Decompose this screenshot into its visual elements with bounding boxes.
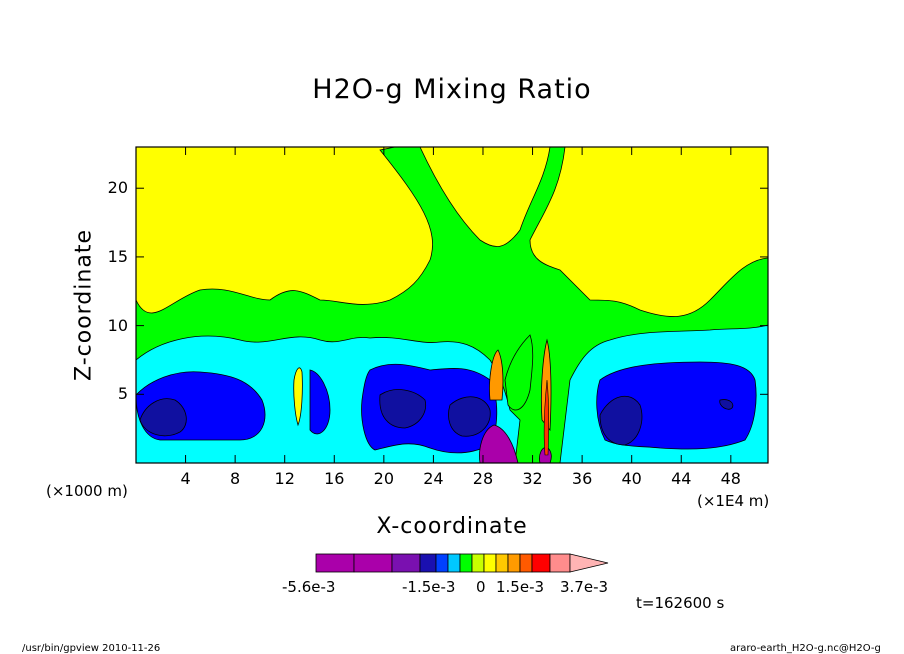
x-tick-label: 48 [720,469,741,488]
colorbar-swatch [353,553,393,573]
x-tick-label: 20 [373,469,394,488]
time-label: t=162600 s [636,594,725,612]
x-unit-left: (×1000 m) [46,482,128,500]
x-tick-label: 4 [180,469,191,488]
y-axis-label: Z-coordinate [71,229,97,381]
colorbar-swatch [391,553,421,573]
colorbar-swatch [471,553,485,573]
x-tick-marks [185,147,732,463]
colorbar-swatch [483,553,497,573]
contour-fill [136,147,768,463]
colorbar-swatch [507,553,521,573]
colorbar-tick-label: -5.6e-3 [282,578,336,596]
y-tick-label: 20 [107,178,128,198]
y-tick-label: 15 [107,246,128,266]
field-red-core [543,379,549,456]
x-tick-label: 16 [324,469,345,488]
x-tick-label: 8 [230,469,241,488]
footer-left: /usr/bin/gpview 2010-11-26 [22,643,161,654]
x-tick-label: 24 [423,469,444,488]
field-darkblue [139,389,734,446]
y-tick-marks [136,187,768,395]
x-tick-label: 44 [671,469,692,488]
colorbar [315,553,609,573]
y-tick-label: 10 [107,315,128,335]
x-tick-label: 40 [621,469,642,488]
footer-right: araro-earth_H2O-g.nc@H2O-g [730,643,881,654]
colorbar-swatch [447,553,461,573]
colorbar-tick-label: -1.5e-3 [402,578,456,596]
field-yellow-strip [293,367,303,427]
field-green-inner [504,334,534,411]
field-blue [136,361,757,454]
colorbar-swatch [435,553,449,573]
y-tick-label: 5 [117,384,128,404]
colorbar-swatch [419,553,437,573]
x-unit-right: (×1E4 m) [697,492,770,510]
colorbar-swatch [519,553,533,573]
colorbar-swatch [459,553,473,573]
colorbar-swatch [531,553,551,573]
plot-frame [135,146,769,464]
colorbar-tick-label: 3.7e-3 [560,578,609,596]
colorbar-extend-arrow [569,553,609,573]
x-tick-label: 28 [472,469,494,488]
colorbar-swatch [549,553,571,573]
x-tick-label: 12 [274,469,295,488]
colorbar-tick-label: 1.5e-3 [496,578,545,596]
colorbar-swatch [315,553,355,573]
colorbar-tick-label: 0 [476,578,486,596]
x-axis-label: X-coordinate [376,514,528,539]
x-tick-label: 36 [571,469,593,488]
colorbar-swatch [495,553,509,573]
chart-title: H2O-g Mixing Ratio [312,74,592,105]
x-tick-label: 32 [522,469,543,488]
